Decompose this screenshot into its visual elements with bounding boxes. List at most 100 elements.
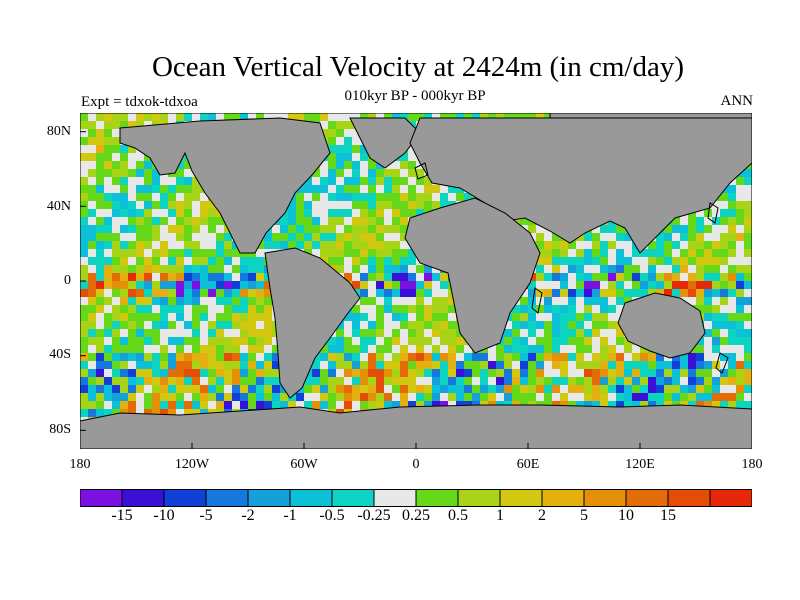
- field-cell: [344, 137, 352, 145]
- field-cell: [408, 185, 416, 193]
- field-cell: [656, 233, 664, 241]
- field-cell: [200, 273, 208, 281]
- field-cell: [80, 281, 88, 289]
- field-cell: [312, 385, 320, 393]
- field-cell: [256, 113, 264, 121]
- landmass-south-america: [264, 247, 361, 399]
- field-cell: [96, 153, 104, 161]
- field-cell: [464, 353, 472, 361]
- field-cell: [712, 305, 720, 313]
- field-cell: [120, 401, 128, 409]
- field-cell: [96, 369, 104, 377]
- field-cell: [312, 225, 320, 233]
- field-cell: [248, 393, 256, 401]
- field-cell: [608, 377, 616, 385]
- field-cell: [296, 209, 304, 217]
- field-cell: [224, 281, 232, 289]
- field-cell: [104, 145, 112, 153]
- field-cell: [224, 233, 232, 241]
- field-cell: [136, 161, 144, 169]
- field-cell: [152, 401, 160, 409]
- field-cell: [440, 329, 448, 337]
- field-cell: [144, 209, 152, 217]
- field-cell: [136, 193, 144, 201]
- field-cell: [192, 313, 200, 321]
- land-masses: [80, 113, 752, 449]
- field-cell: [376, 273, 384, 281]
- field-cell: [576, 249, 584, 257]
- field-cell: [248, 297, 256, 305]
- field-cell: [568, 313, 576, 321]
- field-cell: [736, 385, 744, 393]
- field-cell: [640, 289, 648, 297]
- field-cell: [480, 113, 488, 121]
- field-cell: [128, 289, 136, 297]
- field-cell: [400, 257, 408, 265]
- field-cell: [384, 337, 392, 345]
- field-cell: [80, 185, 88, 193]
- field-cell: [256, 305, 264, 313]
- field-cell: [376, 241, 384, 249]
- field-cell: [88, 313, 96, 321]
- field-cell: [656, 281, 664, 289]
- field-cell: [392, 361, 400, 369]
- field-cell: [184, 217, 192, 225]
- field-cell: [200, 249, 208, 257]
- field-cell: [184, 241, 192, 249]
- field-cell: [96, 185, 104, 193]
- field-cell: [88, 193, 96, 201]
- field-cell: [528, 377, 536, 385]
- field-cell: [104, 121, 112, 129]
- field-cell: [720, 233, 728, 241]
- field-cell: [120, 153, 128, 161]
- field-cell: [144, 233, 152, 241]
- field-cell: [520, 353, 528, 361]
- field-cell: [216, 353, 224, 361]
- field-cell: [136, 345, 144, 353]
- field-cell: [112, 193, 120, 201]
- field-cell: [96, 409, 104, 417]
- field-cell: [232, 313, 240, 321]
- field-cell: [568, 265, 576, 273]
- field-cell: [344, 249, 352, 257]
- field-cell: [336, 345, 344, 353]
- field-cell: [368, 353, 376, 361]
- field-cell: [344, 369, 352, 377]
- field-cell: [408, 337, 416, 345]
- field-cell: [616, 281, 624, 289]
- field-cell: [128, 369, 136, 377]
- field-cell: [144, 265, 152, 273]
- field-cell: [416, 329, 424, 337]
- field-cell: [320, 385, 328, 393]
- field-cell: [88, 185, 96, 193]
- field-cell: [216, 337, 224, 345]
- field-cell: [88, 233, 96, 241]
- field-cell: [592, 377, 600, 385]
- field-cell: [80, 337, 88, 345]
- field-cell: [328, 153, 336, 161]
- field-cell: [728, 233, 736, 241]
- field-cell: [536, 257, 544, 265]
- field-cell: [120, 369, 128, 377]
- field-cell: [608, 225, 616, 233]
- field-cell: [552, 289, 560, 297]
- field-cell: [320, 225, 328, 233]
- field-cell: [552, 321, 560, 329]
- field-cell: [288, 201, 296, 209]
- field-cell: [160, 241, 168, 249]
- field-cell: [592, 361, 600, 369]
- field-cell: [136, 377, 144, 385]
- field-cell: [328, 345, 336, 353]
- colorbar-label: -2: [241, 507, 255, 524]
- colorbar-box: [541, 489, 585, 507]
- field-cell: [80, 265, 88, 273]
- field-cell: [616, 273, 624, 281]
- field-cell: [120, 289, 128, 297]
- field-cell: [368, 233, 376, 241]
- field-cell: [184, 201, 192, 209]
- field-cell: [472, 385, 480, 393]
- field-cell: [256, 345, 264, 353]
- field-cell: [304, 401, 312, 409]
- field-cell: [456, 185, 464, 193]
- field-cell: [176, 177, 184, 185]
